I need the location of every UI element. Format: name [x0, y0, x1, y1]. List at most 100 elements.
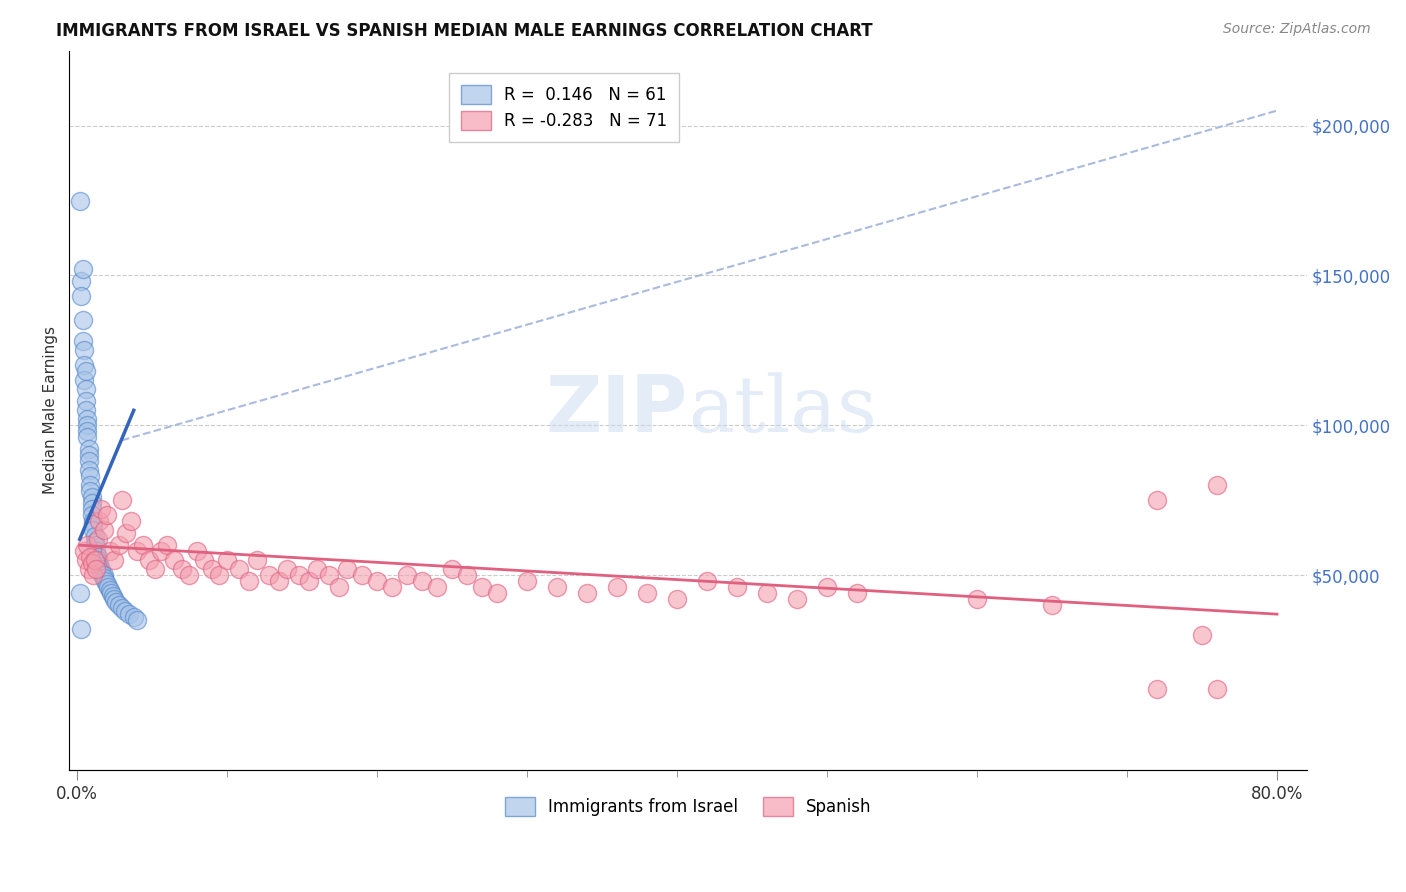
Point	[80, 490, 103, 504]
Point	[125, 544, 148, 558]
Point	[82, 514, 104, 528]
Point	[76, 425, 98, 439]
Point	[87, 550, 110, 565]
Point	[90, 565, 112, 579]
Point	[132, 538, 155, 552]
Point	[1206, 478, 1229, 492]
Point	[97, 580, 120, 594]
Point	[80, 496, 103, 510]
Point	[80, 556, 103, 570]
Point	[77, 442, 100, 457]
Point	[456, 568, 478, 582]
Point	[1040, 598, 1063, 612]
Text: Source: ZipAtlas.com: Source: ZipAtlas.com	[1223, 22, 1371, 37]
Point	[82, 568, 104, 582]
Point	[276, 562, 298, 576]
Point	[696, 574, 718, 589]
Point	[238, 574, 260, 589]
Point	[75, 364, 97, 378]
Point	[208, 568, 231, 582]
Point	[70, 275, 93, 289]
Point	[80, 508, 103, 523]
Point	[75, 553, 97, 567]
Point	[1191, 628, 1213, 642]
Point	[143, 562, 166, 576]
Text: IMMIGRANTS FROM ISRAEL VS SPANISH MEDIAN MALE EARNINGS CORRELATION CHART: IMMIGRANTS FROM ISRAEL VS SPANISH MEDIAN…	[56, 22, 873, 40]
Point	[89, 514, 111, 528]
Point	[111, 601, 134, 615]
Point	[93, 571, 115, 585]
Point	[83, 529, 105, 543]
Point	[336, 562, 359, 576]
Point	[98, 583, 121, 598]
Point	[80, 502, 103, 516]
Point	[103, 592, 125, 607]
Point	[73, 373, 96, 387]
Point	[395, 568, 418, 582]
Point	[76, 430, 98, 444]
Point	[83, 535, 105, 549]
Point	[89, 559, 111, 574]
Point	[79, 469, 101, 483]
Point	[366, 574, 388, 589]
Point	[76, 412, 98, 426]
Point	[76, 418, 98, 433]
Y-axis label: Median Male Earnings: Median Male Earnings	[44, 326, 58, 494]
Point	[70, 622, 93, 636]
Point	[93, 568, 115, 582]
Point	[87, 553, 110, 567]
Point	[125, 613, 148, 627]
Point	[111, 493, 134, 508]
Text: atlas: atlas	[688, 373, 877, 449]
Point	[84, 544, 107, 558]
Point	[411, 574, 433, 589]
Point	[103, 553, 125, 567]
Point	[381, 580, 404, 594]
Point	[845, 586, 868, 600]
Point	[298, 574, 321, 589]
Point	[156, 538, 179, 552]
Point	[440, 562, 463, 576]
Point	[107, 598, 129, 612]
Point	[76, 538, 98, 552]
Point	[82, 517, 104, 532]
Point	[725, 580, 748, 594]
Point	[84, 547, 107, 561]
Point	[83, 538, 105, 552]
Point	[79, 484, 101, 499]
Point	[93, 523, 115, 537]
Point	[201, 562, 224, 576]
Point	[77, 562, 100, 576]
Point	[73, 343, 96, 358]
Point	[350, 568, 373, 582]
Point	[104, 595, 127, 609]
Point	[966, 592, 988, 607]
Point	[288, 568, 311, 582]
Text: ZIP: ZIP	[546, 372, 688, 449]
Point	[179, 568, 201, 582]
Point	[305, 562, 328, 576]
Point	[75, 383, 97, 397]
Point	[516, 574, 538, 589]
Point	[72, 313, 94, 327]
Point	[815, 580, 838, 594]
Point	[118, 607, 141, 622]
Point	[100, 586, 122, 600]
Point	[69, 194, 91, 208]
Point	[83, 553, 105, 567]
Point	[72, 262, 94, 277]
Point	[96, 577, 118, 591]
Point	[546, 580, 568, 594]
Point	[82, 523, 104, 537]
Point	[1206, 682, 1229, 697]
Point	[84, 562, 107, 576]
Point	[755, 586, 778, 600]
Point	[90, 502, 112, 516]
Point	[107, 538, 129, 552]
Point	[328, 580, 350, 594]
Point	[318, 568, 340, 582]
Point	[73, 544, 96, 558]
Point	[1146, 682, 1168, 697]
Point	[75, 403, 97, 417]
Point	[120, 514, 142, 528]
